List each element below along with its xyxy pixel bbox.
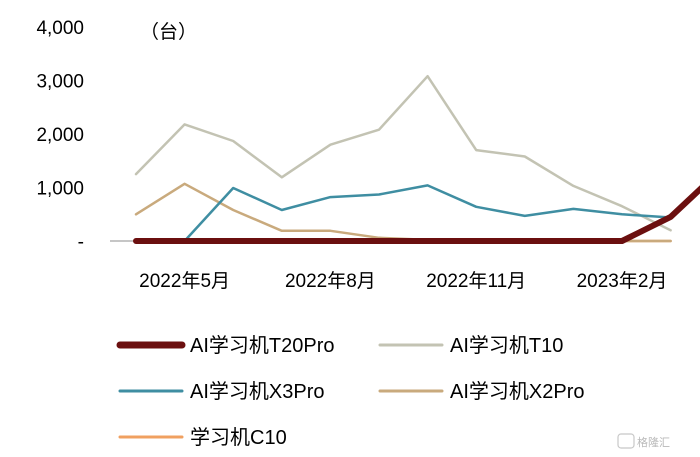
y-tick-label: 1,000 bbox=[36, 179, 84, 200]
x-tick-label: 2023年2月 bbox=[577, 270, 668, 292]
legend-item: 学习机C10 bbox=[118, 426, 287, 449]
legend-item: AI学习机T10 bbox=[378, 334, 563, 357]
unit-label: （台） bbox=[140, 21, 197, 43]
series-line-1 bbox=[134, 74, 672, 232]
legend-item: AI学习机X2Pro bbox=[378, 380, 584, 403]
series-line-2 bbox=[134, 184, 672, 243]
x-tick-label: 2022年11月 bbox=[426, 270, 526, 292]
series-lines bbox=[133, 74, 700, 244]
legend-label: AI学习机X3Pro bbox=[190, 380, 324, 403]
legend-item: AI学习机T20Pro bbox=[116, 334, 334, 357]
series-line-0 bbox=[133, 185, 700, 244]
x-tick-label: 2022年8月 bbox=[285, 270, 376, 292]
watermark: 格隆汇 bbox=[617, 433, 670, 449]
x-axis: 2022年5月 2022年8月 2022年11月 2023年2月 bbox=[110, 240, 668, 292]
y-axis: - 1,000 2,000 3,000 4,000 bbox=[36, 18, 84, 253]
legend: AI学习机T20Pro AI学习机T10 AI学习机X3Pro AI学习机X2Pro 学… bbox=[116, 334, 584, 449]
y-tick-label: 3,000 bbox=[36, 72, 84, 93]
y-tick-label: 4,000 bbox=[36, 18, 84, 39]
legend-label: 学习机C10 bbox=[190, 426, 287, 449]
legend-label: AI学习机T10 bbox=[450, 334, 563, 357]
x-tick-label: 2022年5月 bbox=[139, 270, 230, 292]
watermark-text: 格隆汇 bbox=[637, 435, 670, 449]
legend-label: AI学习机X2Pro bbox=[450, 380, 584, 403]
y-tick-label: 2,000 bbox=[36, 125, 84, 146]
legend-item: AI学习机X3Pro bbox=[118, 380, 324, 403]
y-tick-label: - bbox=[78, 232, 84, 253]
legend-label: AI学习机T20Pro bbox=[190, 334, 334, 357]
